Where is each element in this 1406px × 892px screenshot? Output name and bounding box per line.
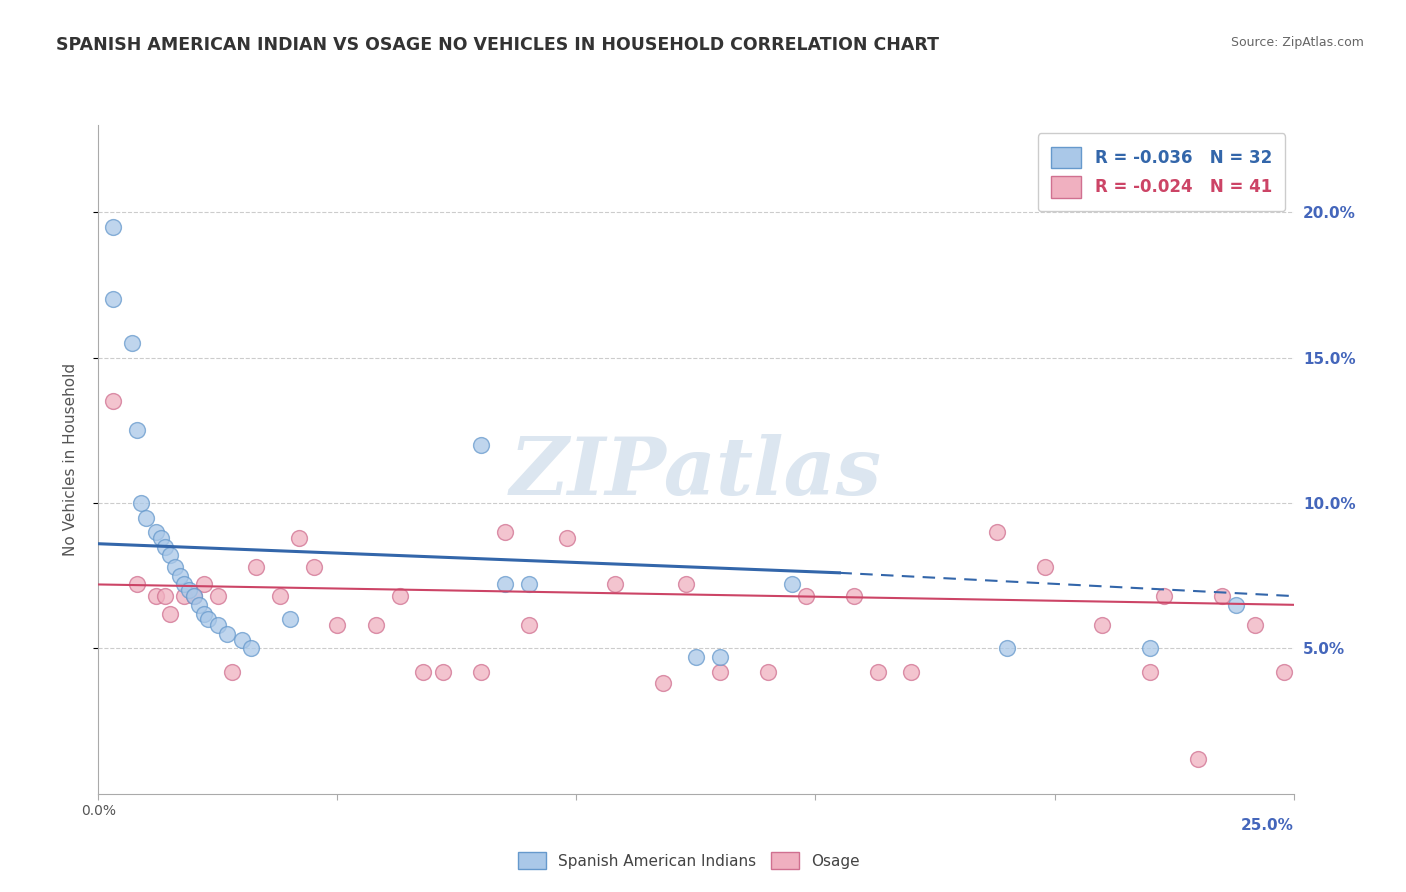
Point [207, 589, 229, 603]
Point [1033, 560, 1056, 574]
Point [900, 665, 922, 679]
Text: Source: ZipAtlas.com: Source: ZipAtlas.com [1230, 36, 1364, 49]
Point [388, 589, 411, 603]
Point [145, 589, 167, 603]
Point [1187, 752, 1209, 766]
Point [517, 618, 540, 632]
Point [131, 496, 153, 510]
Point [101, 219, 124, 234]
Point [240, 641, 263, 656]
Point [173, 577, 195, 591]
Point [651, 676, 673, 690]
Point [173, 589, 195, 603]
Point [155, 589, 177, 603]
Point [1153, 589, 1175, 603]
Point [364, 618, 387, 632]
Point [986, 525, 1008, 540]
Point [163, 560, 186, 574]
Point [494, 577, 516, 591]
Text: 25.0%: 25.0% [1240, 818, 1294, 832]
Point [245, 560, 267, 574]
Point [432, 665, 454, 679]
Point [193, 607, 215, 621]
Point [842, 589, 865, 603]
Legend: Spanish American Indians, Osage: Spanish American Indians, Osage [512, 846, 866, 875]
Point [101, 394, 124, 409]
Point [995, 641, 1018, 656]
Point [709, 665, 731, 679]
Point [197, 612, 219, 626]
Point [1244, 618, 1267, 632]
Point [231, 632, 253, 647]
Point [278, 612, 301, 626]
Point [149, 531, 172, 545]
Point [412, 665, 434, 679]
Point [1139, 665, 1161, 679]
Point [302, 560, 325, 574]
Point [159, 549, 181, 563]
Point [135, 510, 157, 524]
Point [183, 589, 205, 603]
Point [183, 589, 205, 603]
Point [187, 598, 209, 612]
Point [179, 583, 201, 598]
Point [207, 618, 229, 632]
Point [517, 577, 540, 591]
Point [603, 577, 626, 591]
Point [675, 577, 697, 591]
Point [1272, 665, 1295, 679]
Text: SPANISH AMERICAN INDIAN VS OSAGE NO VEHICLES IN HOUSEHOLD CORRELATION CHART: SPANISH AMERICAN INDIAN VS OSAGE NO VEHI… [56, 36, 939, 54]
Point [217, 627, 239, 641]
Text: ZIPatlas: ZIPatlas [510, 434, 882, 511]
Point [169, 568, 191, 582]
Point [709, 650, 731, 665]
Legend: R = -0.036   N = 32, R = -0.024   N = 41: R = -0.036 N = 32, R = -0.024 N = 41 [1038, 133, 1285, 211]
Point [470, 438, 492, 452]
Point [780, 577, 803, 591]
Point [470, 665, 492, 679]
Point [288, 531, 311, 545]
Point [159, 607, 181, 621]
Point [269, 589, 291, 603]
Point [794, 589, 817, 603]
Point [1225, 598, 1247, 612]
Point [555, 531, 578, 545]
Y-axis label: No Vehicles in Household: No Vehicles in Household [63, 363, 77, 556]
Point [326, 618, 349, 632]
Point [494, 525, 516, 540]
Point [145, 525, 167, 540]
Point [155, 540, 177, 554]
Point [121, 336, 143, 351]
Point [685, 650, 707, 665]
Point [125, 423, 148, 437]
Point [1091, 618, 1114, 632]
Point [1211, 589, 1233, 603]
Point [101, 293, 124, 307]
Point [193, 577, 215, 591]
Point [125, 577, 148, 591]
Point [756, 665, 779, 679]
Point [1139, 641, 1161, 656]
Point [866, 665, 889, 679]
Point [221, 665, 243, 679]
